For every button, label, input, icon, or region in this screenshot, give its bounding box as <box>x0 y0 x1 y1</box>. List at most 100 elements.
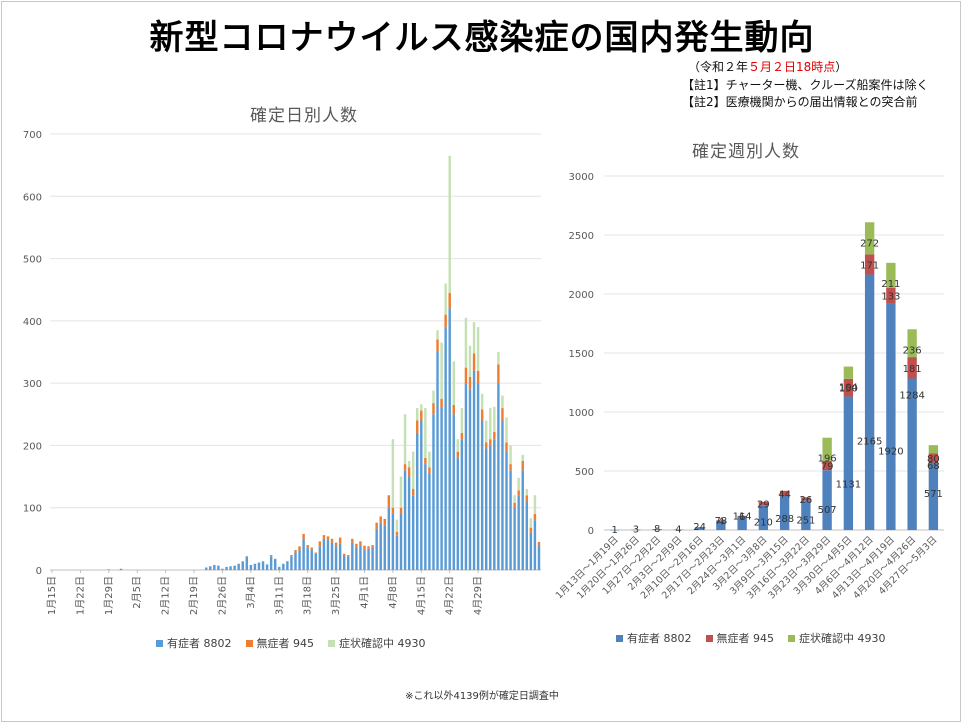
daily-bar-segment <box>509 445 512 465</box>
weekly-data-label: 1284 <box>899 390 924 401</box>
weekly-data-label: 571 <box>924 489 943 500</box>
daily-bar-segment <box>273 558 277 570</box>
daily-bar-segment <box>476 383 480 570</box>
daily-bar-segment <box>318 546 322 570</box>
note-2: 【註2】医療機関からの届出情報との突合前 <box>682 95 918 109</box>
daily-bar-segment <box>501 420 504 570</box>
daily-bar-segment <box>306 547 309 570</box>
daily-bar-segment <box>379 522 382 570</box>
weekly-y-tick-label: 1500 <box>569 349 594 360</box>
daily-bar-segment <box>351 538 354 543</box>
daily-bar-segment <box>290 556 293 570</box>
daily-bar-segment <box>480 420 484 570</box>
daily-chart-title: 確定日別人数 <box>250 106 358 126</box>
daily-legend-symptomatic: 有症者 8802 <box>156 635 232 651</box>
daily-bar-segment <box>460 408 464 433</box>
weekly-data-label: 272 <box>860 238 879 249</box>
weekly-data-label: 2165 <box>857 437 882 448</box>
daily-bar-segment <box>513 502 516 508</box>
daily-bar-segment <box>245 556 249 570</box>
weekly-bar-segment <box>886 287 896 304</box>
daily-bar-segment <box>460 432 464 440</box>
weekly-data-label: 133 <box>881 292 900 303</box>
daily-bar-segment <box>472 322 476 354</box>
weekly-data-label: 196 <box>818 454 837 465</box>
daily-bar-segment <box>371 545 374 548</box>
daily-bar-segment <box>326 540 330 570</box>
daily-bar-segment <box>314 553 318 570</box>
weekly-bar-segment <box>864 274 875 530</box>
daily-bar-segment <box>403 470 407 570</box>
daily-bar-segment <box>444 327 447 570</box>
weekly-y-tick-label: 2500 <box>569 231 594 242</box>
daily-bar-segment <box>338 537 342 544</box>
daily-bar-segment <box>395 519 399 533</box>
daily-bar-segment <box>318 541 322 547</box>
legend-label: 無症者 945 <box>716 632 775 645</box>
weekly-bar-segment <box>801 500 811 530</box>
daily-bar-segment <box>363 549 366 570</box>
daily-bar-segment <box>525 501 529 570</box>
weekly-data-label: 1131 <box>836 479 861 490</box>
weekly-bar-segment <box>779 496 790 530</box>
legend-swatch <box>245 639 253 647</box>
daily-bar-segment <box>383 518 386 526</box>
legend-swatch <box>788 634 795 642</box>
daily-bar-segment <box>363 545 366 550</box>
daily-bar-segment <box>342 555 346 570</box>
weekly-bar-segment <box>928 462 939 530</box>
daily-bar-segment <box>432 390 435 404</box>
daily-legend-asymptomatic: 無症者 945 <box>245 635 315 651</box>
daily-bar-segment <box>403 414 407 465</box>
daily-x-tick-label: 2月26日 <box>216 576 228 615</box>
daily-x-tick-label: 2月5日 <box>131 576 143 609</box>
weekly-y-tick-label: 500 <box>575 467 594 478</box>
legend-label: 有症者 8802 <box>167 637 232 650</box>
daily-bar-segment <box>452 361 455 405</box>
daily-x-tick-label: 4月1日 <box>358 576 370 609</box>
daily-bar-segment <box>351 542 354 570</box>
daily-bar-segment <box>407 461 411 468</box>
daily-bar-segment <box>501 408 504 421</box>
weekly-data-label: 114 <box>733 512 752 523</box>
daily-bar-segment <box>205 567 208 570</box>
daily-bar-segment <box>521 461 524 471</box>
legend-swatch <box>705 634 713 642</box>
daily-bar-segment <box>468 345 472 377</box>
daily-bar-segment <box>428 451 431 468</box>
weekly-bar-segment <box>822 470 832 530</box>
daily-bar-segment <box>424 408 427 458</box>
daily-bar-segment <box>371 547 374 570</box>
weekly-bar-segment <box>864 222 875 255</box>
daily-bar-segment <box>217 565 220 570</box>
daily-bar-segment <box>403 464 407 471</box>
weekly-bar-segment <box>758 501 769 506</box>
daily-bar-segment <box>119 568 123 570</box>
daily-bar-segment <box>407 476 411 570</box>
as-of-date: （令和２年５月２日18時点） <box>688 58 847 75</box>
daily-bar-segment <box>213 565 216 570</box>
daily-bar-segment <box>347 556 350 570</box>
weekly-data-label: 4 <box>675 525 681 536</box>
weekly-bar-segment <box>843 378 854 397</box>
daily-bar-segment <box>310 547 313 551</box>
daily-bar-segment <box>261 561 265 570</box>
weekly-data-label: 24 <box>693 522 706 533</box>
weekly-y-tick-label: 0 <box>588 526 594 537</box>
daily-bar-segment <box>383 525 386 570</box>
daily-bar-segment <box>525 489 529 496</box>
daily-bar-segment <box>306 545 309 548</box>
daily-bar-segment <box>420 404 423 411</box>
legend-label: 無症者 945 <box>256 637 315 650</box>
daily-bar-segment <box>302 538 305 570</box>
daily-bar-segment <box>330 538 334 543</box>
weekly-bar-segment <box>737 515 747 517</box>
daily-bar-segment <box>456 451 460 458</box>
weekly-bar-segment <box>907 378 917 530</box>
daily-bar-segment <box>480 409 484 421</box>
daily-bar-segment <box>448 308 451 570</box>
weekly-bar-segment <box>822 437 832 461</box>
daily-x-tick-label: 3月11日 <box>273 576 285 615</box>
weekly-data-label: 44 <box>778 489 791 500</box>
daily-y-tick-label: 600 <box>23 192 42 203</box>
